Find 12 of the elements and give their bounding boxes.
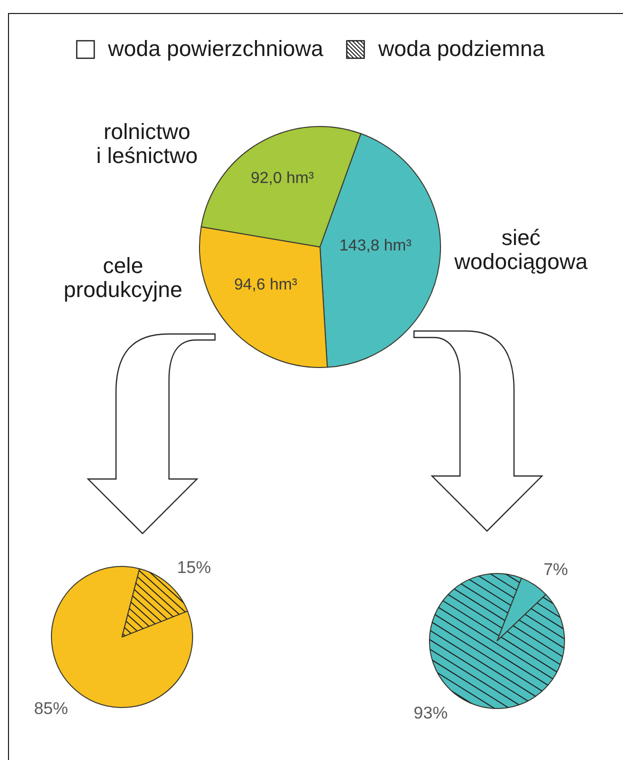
- text: woda powierzchniowa: [108, 36, 324, 61]
- data-label: 92,0 hm³: [250, 170, 315, 187]
- text: woda podziemna: [378, 36, 545, 61]
- data-label: 85%: [34, 699, 68, 718]
- data-label: 7%: [543, 560, 568, 580]
- slice-label: rolnictwo i leśnictwo: [96, 119, 198, 168]
- slice-label: sieć wodociągowa: [454, 225, 588, 274]
- data-label: 94,6 hm³: [234, 276, 298, 294]
- data-label: 93%: [414, 704, 448, 723]
- data-label: 15%: [176, 558, 211, 578]
- slice-label: cele produkcyjne: [64, 253, 182, 302]
- data-label: 143,8 hm³: [339, 238, 412, 255]
